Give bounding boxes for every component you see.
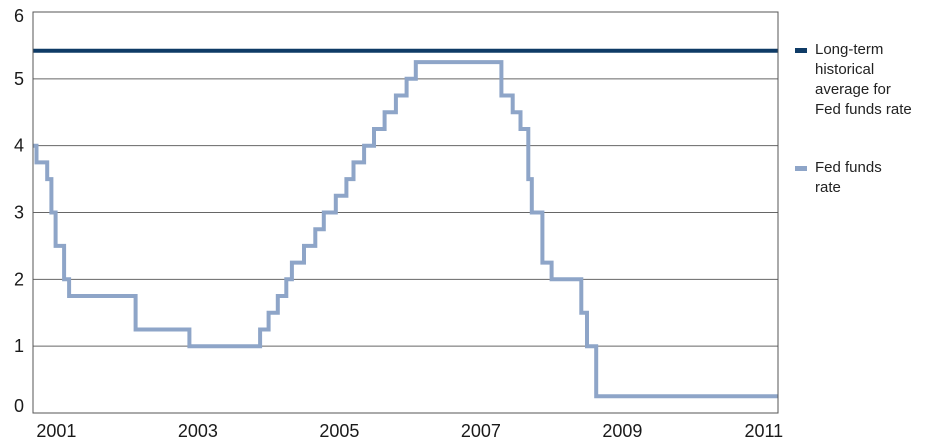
x-tick-label-2011: 2011 (744, 421, 783, 441)
series-lines (33, 48, 778, 399)
x-tick-label-2005: 2005 (319, 421, 359, 441)
legend: Long-term historical average for Fed funds … (795, 41, 912, 196)
legend-swatch-fed-funds-rate (795, 166, 807, 171)
y-axis-tick-labels: 0 1 2 3 4 5 6 (14, 6, 24, 416)
series-fed-funds-rate-line (33, 60, 778, 399)
legend-label-fed-funds-rate-line-2: rate (815, 179, 841, 196)
legend-label-long-term-average-line-3: average for (815, 81, 891, 98)
y-tick-label-5: 5 (14, 69, 24, 89)
plot-area-frame (32, 11, 779, 414)
legend-label-long-term-average-line-1: Long-term (815, 41, 883, 58)
legend-swatch-long-term-average (795, 48, 807, 53)
x-tick-label-2003: 2003 (178, 421, 218, 441)
y-tick-label-2: 2 (14, 269, 24, 289)
y-tick-label-1: 1 (14, 336, 24, 356)
legend-label-long-term-average-line-2: historical (815, 61, 874, 78)
y-tick-label-6: 6 (14, 6, 24, 26)
legend-label-long-term-average-line-4: Fed funds rate (815, 101, 912, 118)
gridlines (33, 78, 778, 347)
x-tick-label-2001: 2001 (36, 421, 76, 441)
x-axis-tick-labels: 2001 2003 2005 2007 2009 2011 (36, 421, 783, 441)
x-tick-label-2007: 2007 (461, 421, 501, 441)
y-tick-label-3: 3 (14, 203, 24, 223)
y-tick-label-4: 4 (14, 136, 24, 156)
x-tick-label-2009: 2009 (602, 421, 642, 441)
legend-label-fed-funds-rate-line-1: Fed funds (815, 159, 882, 176)
y-tick-label-0: 0 (14, 396, 24, 416)
